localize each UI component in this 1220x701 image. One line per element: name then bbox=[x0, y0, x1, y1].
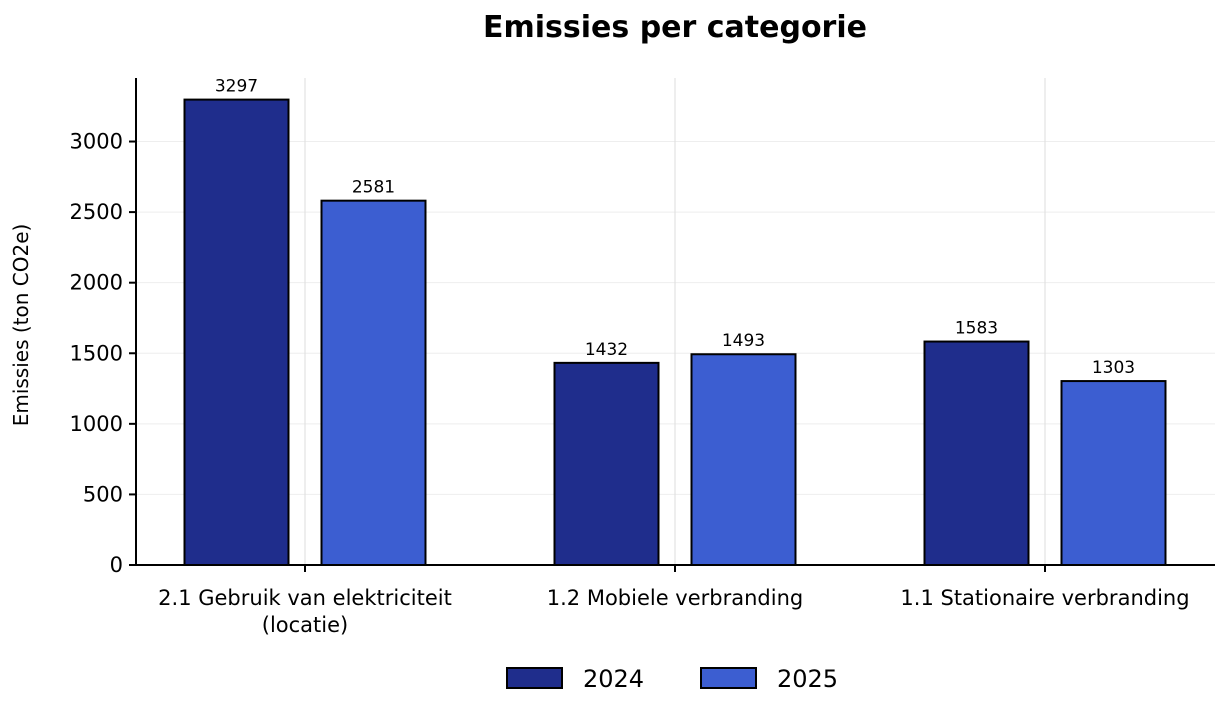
x-tick-label: 1.1 Stationaire verbranding bbox=[900, 586, 1189, 610]
bar-2025-2 bbox=[1060, 380, 1167, 566]
y-axis-label: Emissies (ton CO2e) bbox=[9, 224, 33, 427]
y-tick-label: 3000 bbox=[70, 130, 123, 154]
y-tick-label: 1500 bbox=[70, 341, 123, 365]
y-tick-label: 2000 bbox=[70, 271, 123, 295]
legend-swatch-2025 bbox=[700, 667, 757, 689]
bars: 3297 2581 1432 1493 1583 1303 bbox=[183, 77, 1167, 567]
legend: 2024 2025 bbox=[506, 665, 838, 693]
bar-value-label: 2581 bbox=[352, 178, 395, 198]
bar-value-label: 3297 bbox=[215, 77, 258, 97]
bar-2024-0 bbox=[183, 98, 290, 567]
bar-2024-2 bbox=[923, 340, 1030, 567]
bar-value-label: 1303 bbox=[1092, 358, 1135, 378]
legend-swatch-2024 bbox=[506, 667, 563, 689]
x-tick-label: (locatie) bbox=[262, 613, 348, 637]
legend-label-2025: 2025 bbox=[777, 665, 838, 693]
x-tick-label: 1.2 Mobiele verbranding bbox=[547, 586, 803, 610]
chart-title: Emissies per categorie bbox=[483, 10, 867, 45]
bar-value-label: 1583 bbox=[955, 319, 998, 339]
bar-value-label: 1432 bbox=[585, 340, 628, 360]
bar-2024-1 bbox=[553, 361, 660, 566]
y-tick-label: 2500 bbox=[70, 200, 123, 224]
bar-value-label: 1493 bbox=[722, 331, 765, 351]
legend-label-2024: 2024 bbox=[583, 665, 644, 693]
bar-2025-0 bbox=[320, 199, 427, 566]
x-tick-label: 2.1 Gebruik van elektriciteit bbox=[158, 586, 452, 610]
y-tick-label: 1000 bbox=[70, 412, 123, 436]
axes: 0 500 1000 1500 2000 2500 3000 2.1 Gebruik van … bbox=[70, 78, 1215, 637]
grid-lines bbox=[136, 78, 1215, 565]
y-tick-label: 500 bbox=[83, 482, 123, 506]
y-tick-label: 0 bbox=[110, 553, 123, 577]
bar-2025-1 bbox=[690, 353, 797, 566]
